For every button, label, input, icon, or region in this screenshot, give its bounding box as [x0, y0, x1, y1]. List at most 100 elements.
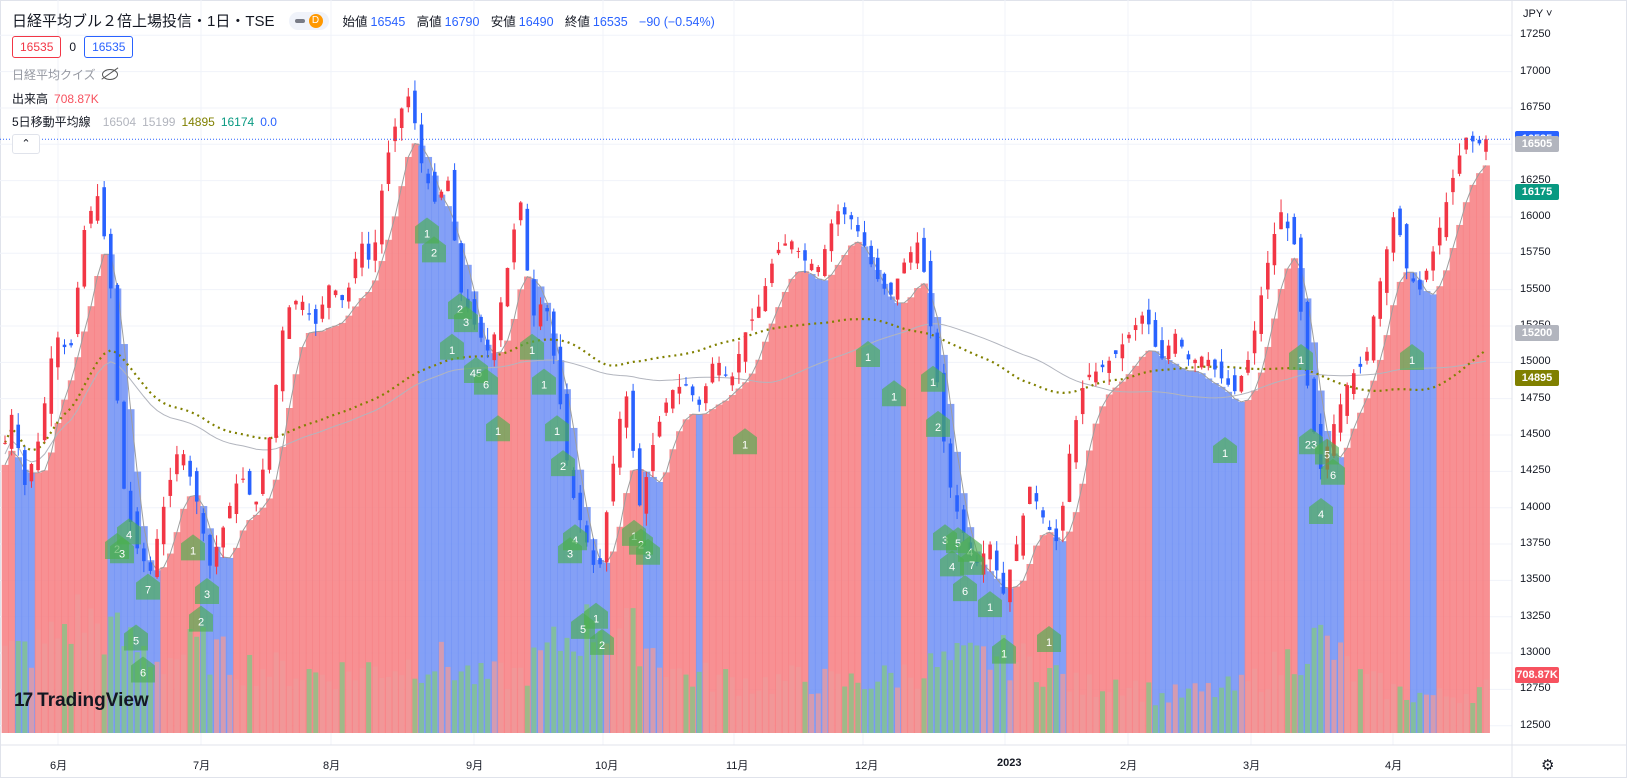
signal-marker — [558, 537, 582, 564]
volume-bar — [881, 665, 887, 733]
volume-bar — [220, 636, 226, 733]
candle-body — [598, 558, 602, 565]
volume-bar — [1152, 705, 1158, 733]
volume-bar — [147, 667, 153, 733]
signal-marker-label: 1 — [1001, 649, 1007, 661]
buy-button[interactable]: 16535 — [84, 36, 134, 58]
signal-marker — [1289, 343, 1313, 370]
trend-band — [391, 216, 399, 734]
volume-bar — [855, 682, 861, 733]
interval-pill[interactable]: D — [288, 11, 329, 30]
candle-body — [1153, 320, 1158, 347]
volume-bar — [1205, 683, 1211, 733]
trend-band — [1092, 423, 1100, 733]
candle-body — [961, 509, 966, 533]
candle-body — [684, 384, 688, 386]
signal-marker-label: 1 — [424, 229, 430, 241]
signal-marker-label: 3 — [463, 317, 469, 329]
volume-bar — [1271, 651, 1277, 733]
volume-bar — [452, 680, 458, 733]
candle-body — [1345, 385, 1349, 416]
candle-body — [1014, 544, 1019, 562]
trend-band — [471, 291, 479, 733]
change-value: −90 (−0.54%) — [639, 15, 715, 29]
candle-body — [122, 401, 126, 489]
candle-body — [1061, 505, 1065, 531]
candle-body — [214, 546, 219, 567]
candle-body — [42, 403, 47, 441]
trend-band — [1244, 400, 1252, 733]
candle-body — [651, 445, 655, 472]
trend-band — [841, 255, 849, 733]
volume-bar — [233, 679, 239, 733]
trend-band — [1403, 272, 1411, 733]
signal-marker — [882, 380, 906, 407]
volume-bar — [663, 676, 669, 733]
signal-marker-label: 3 — [204, 589, 210, 601]
collapse-legend-button[interactable]: ⌃ — [12, 134, 40, 154]
candle-body — [571, 469, 576, 498]
trend-band — [28, 472, 36, 733]
candle-body — [300, 301, 305, 310]
volume-bar — [1423, 694, 1430, 733]
indicator-quiz[interactable]: 日経平均クイズ — [12, 66, 118, 83]
volume-bar — [1450, 697, 1456, 733]
symbol-title[interactable]: 日経平均ブル２倍上場投信・1日・TSE — [12, 13, 275, 30]
tradingview-logo[interactable]: 17 TradingView — [14, 690, 149, 712]
trend-band — [504, 340, 512, 733]
candle-body — [3, 442, 7, 444]
trend-band — [54, 422, 62, 733]
candle-body — [756, 306, 761, 318]
volume-bar — [1172, 684, 1178, 733]
ma-value: 0.0 — [260, 114, 277, 129]
volume-bar — [485, 678, 491, 733]
candle-body — [432, 171, 437, 202]
trend-band — [1211, 383, 1219, 733]
trend-band — [867, 257, 876, 733]
volume-bar — [987, 669, 993, 733]
volume-bar — [465, 665, 471, 733]
trend-band — [332, 325, 340, 733]
candle-body — [1232, 375, 1237, 392]
signal-marker-label: 1 — [891, 391, 897, 403]
trend-band — [1383, 335, 1391, 733]
trend-band — [94, 276, 102, 733]
candle-body — [1180, 339, 1184, 347]
trend-band — [861, 246, 869, 733]
candle-body — [360, 243, 364, 268]
volume-bar — [531, 647, 537, 733]
eye-hidden-icon[interactable] — [101, 69, 118, 80]
volume-bar — [670, 668, 676, 733]
volume-bar — [293, 678, 299, 733]
trend-band — [570, 427, 578, 733]
high-value: 16790 — [444, 15, 480, 29]
volume-bar — [95, 623, 101, 733]
candle-body — [294, 300, 298, 305]
signal-marker — [1315, 438, 1339, 465]
volume-bar — [584, 604, 590, 733]
signal-marker — [992, 637, 1016, 664]
currency-selector[interactable]: JPY ˅ — [1523, 8, 1553, 20]
indicator-volume[interactable]: 出来高 708.87K — [12, 90, 99, 107]
trend-band — [358, 298, 366, 733]
signal-marker — [953, 575, 977, 602]
volume-bar — [716, 674, 722, 733]
trend-band — [166, 553, 175, 733]
signal-marker — [545, 415, 569, 442]
trend-band — [1145, 350, 1153, 733]
trend-band — [1456, 224, 1464, 733]
trend-band — [907, 297, 915, 733]
candle-body — [1001, 572, 1006, 594]
price-axis-label: 13000 — [1520, 646, 1551, 659]
volume-bar — [650, 648, 656, 733]
candle-body — [241, 478, 245, 480]
indicator-ma[interactable]: 5日移動平均線 16504 15199 14895 16174 0.0 — [12, 113, 277, 130]
gear-icon[interactable]: ⚙ — [1541, 757, 1555, 774]
volume-bar — [273, 652, 279, 733]
open-label: 始値 — [342, 15, 368, 29]
sell-button[interactable]: 16535 — [12, 36, 62, 58]
trend-band — [81, 331, 89, 733]
volume-bar — [227, 674, 233, 733]
signal-marker — [636, 538, 660, 565]
